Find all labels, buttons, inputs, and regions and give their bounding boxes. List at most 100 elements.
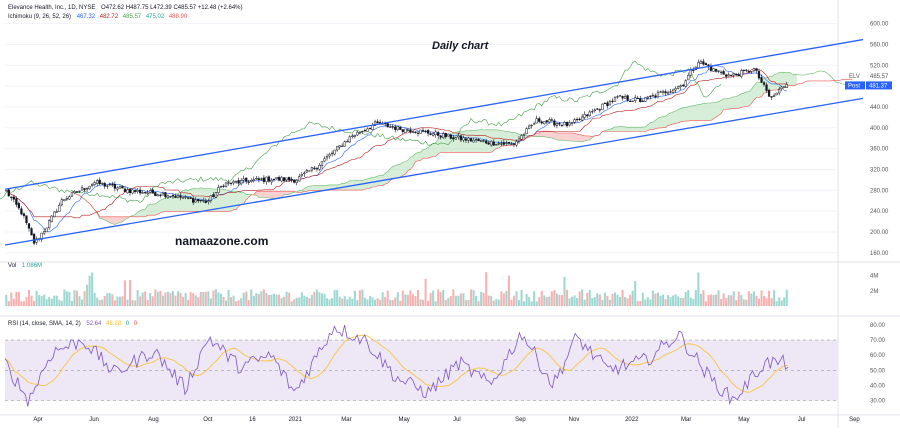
candle-body xyxy=(573,119,576,123)
volume-bar xyxy=(106,293,109,306)
cloud-segment xyxy=(614,126,618,132)
volume-bar xyxy=(131,299,134,306)
cloud-segment xyxy=(448,134,451,153)
rsi-legend[interactable]: RSI (14, close, SMA, 14, 2) 52.64 48.28 … xyxy=(8,320,137,328)
volume-bar xyxy=(219,293,222,306)
candle-body xyxy=(363,130,367,132)
price-tick-label: 280.00 xyxy=(870,188,889,194)
volume-bar xyxy=(20,301,23,306)
cloud-segment xyxy=(678,108,681,123)
cloud-segment xyxy=(675,109,679,124)
cloud-segment xyxy=(261,191,264,198)
volume-bar xyxy=(33,301,36,306)
cloud-segment xyxy=(771,74,775,91)
volume-bar xyxy=(212,290,215,306)
volume-bar xyxy=(134,300,137,306)
volume-bar xyxy=(487,295,490,306)
volume-legend[interactable]: Vol 1.086M xyxy=(8,262,42,270)
price-tick-label: 400.00 xyxy=(870,126,889,132)
volume-bar xyxy=(404,294,407,306)
time-axis-label: Sep xyxy=(849,417,860,423)
candle-body xyxy=(606,102,609,107)
cloud-segment xyxy=(268,191,272,199)
candle-body xyxy=(639,98,642,102)
ichimoku-value-5: 488.90 xyxy=(168,14,188,20)
candle-body xyxy=(308,170,311,172)
candle-body xyxy=(15,198,18,205)
volume-bar xyxy=(543,295,546,306)
time-axis-label: Oct xyxy=(203,417,213,423)
cloud-segment xyxy=(150,204,153,216)
candle-body xyxy=(613,97,617,102)
candle-body xyxy=(737,74,740,77)
cloud-segment xyxy=(536,132,540,137)
volume-bar xyxy=(720,298,723,306)
volume-bar xyxy=(525,294,528,306)
volume-bar xyxy=(535,301,538,306)
price-channel[interactable] xyxy=(4,38,864,246)
candle-body xyxy=(679,85,682,88)
cloud-segment xyxy=(407,157,411,171)
ichimoku-value-1: 467.32 xyxy=(76,14,96,20)
cloud-segment xyxy=(112,216,115,225)
candle-body xyxy=(507,141,511,144)
candle-body xyxy=(692,69,695,71)
volume-bar xyxy=(272,293,276,306)
cloud-segment xyxy=(617,126,621,132)
time-axis-label: Jun xyxy=(89,417,99,423)
ichimoku-legend[interactable]: Ichimoku (9, 26, 52, 26) 467.32 482.72 4… xyxy=(8,13,187,21)
cloud-segment xyxy=(748,89,752,106)
cloud-segment xyxy=(546,131,550,138)
volume-bar xyxy=(326,298,329,306)
volume-bar xyxy=(636,301,639,306)
cloud-segment xyxy=(756,82,759,98)
cloud-segment xyxy=(402,161,406,176)
cloud-segment xyxy=(114,216,118,225)
candle-body xyxy=(745,69,748,71)
volume-bar xyxy=(752,291,755,306)
volume-bar xyxy=(763,296,766,306)
cloud-segment xyxy=(180,190,184,212)
cloud-segment xyxy=(690,105,694,121)
candle-body xyxy=(154,192,157,196)
volume-bar xyxy=(260,291,263,306)
candle-body xyxy=(578,118,581,120)
volume-bar xyxy=(677,296,680,306)
volume-bar xyxy=(177,291,180,306)
cloud-segment xyxy=(726,98,729,110)
volume-bar xyxy=(757,298,760,306)
volume-bar xyxy=(406,294,409,306)
candle-body xyxy=(136,190,139,192)
candle-body xyxy=(328,154,331,157)
volume-bar xyxy=(664,299,667,306)
candle-body xyxy=(232,180,235,184)
candle-body xyxy=(75,191,79,193)
cloud-segment xyxy=(695,104,699,121)
volume-bar xyxy=(379,299,382,306)
candle-body xyxy=(634,97,637,102)
candle-body xyxy=(629,100,632,102)
time-axis[interactable]: Apr Jun Aug Oct 16 2021 Mar May Jul Sep Nov 2022 Mar… xyxy=(33,417,860,423)
symbol-legend[interactable]: Elevance Health, Inc., 1D, NYSE O472.62 … xyxy=(8,4,243,12)
cloud-segment xyxy=(476,130,479,153)
time-axis-label: Jul xyxy=(798,417,806,423)
volume-bar xyxy=(780,300,783,306)
time-axis-label: Mar xyxy=(681,417,691,423)
volume-bar xyxy=(702,290,705,306)
candle-body xyxy=(351,135,354,138)
cloud-segment xyxy=(743,91,747,107)
volume-bar xyxy=(86,284,89,306)
candle-body xyxy=(467,137,470,141)
candle-body xyxy=(181,197,185,199)
candle-body xyxy=(336,146,339,151)
candle-body xyxy=(608,100,612,106)
volume-bar xyxy=(538,297,541,306)
cloud-segment xyxy=(561,132,565,141)
ichimoku-value-4: 475.02 xyxy=(145,14,165,20)
candle-body xyxy=(778,89,781,94)
candle-body xyxy=(487,142,490,145)
cloud-segment xyxy=(233,191,237,210)
candle-body xyxy=(103,183,106,187)
volume-bar xyxy=(644,299,647,306)
